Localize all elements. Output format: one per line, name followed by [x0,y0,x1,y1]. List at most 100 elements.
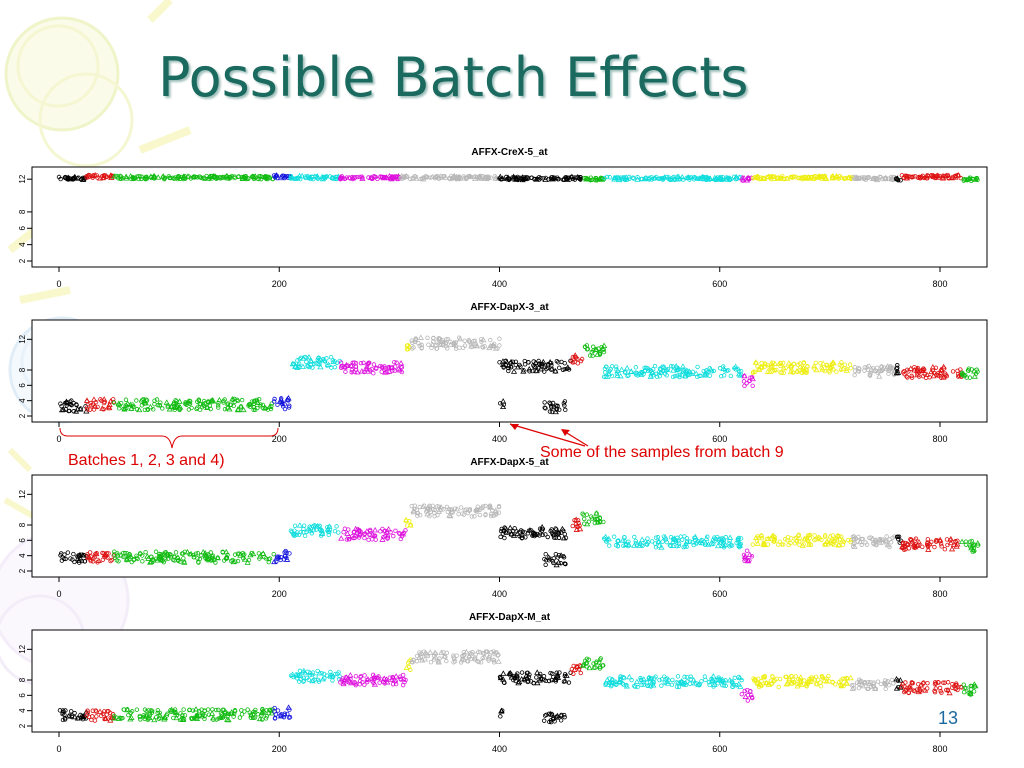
data-point [124,556,131,562]
data-point [600,663,605,668]
data-point [330,358,337,365]
data-point [304,529,309,535]
data-point [662,680,667,686]
data-point [836,534,842,539]
data-point [895,365,900,371]
data-point [358,360,364,366]
data-point [222,174,227,180]
x-tick-label: 600 [712,589,727,599]
data-point [372,533,378,538]
data-point [735,370,743,377]
data-point [225,716,232,723]
data-point [280,404,286,409]
data-point [542,369,547,374]
data-point [684,544,689,549]
data-point [152,398,157,403]
data-point [452,340,457,345]
data-point [557,407,562,412]
data-point [770,174,776,179]
data-point [418,512,423,518]
data-point [690,540,695,545]
data-point [664,539,669,545]
data-point [598,519,603,524]
data-point [510,173,517,180]
data-point [317,363,324,370]
data-point [930,372,937,379]
data-point [752,678,757,683]
data-point [487,504,494,510]
data-point [147,713,152,719]
data-point [189,716,194,722]
data-point [867,373,873,378]
data-point [274,173,279,178]
data-point [543,532,548,537]
data-point [684,536,690,541]
data-point [540,358,547,365]
data-point [281,557,287,562]
data-point [272,396,277,402]
data-point [905,375,910,380]
data-point [215,403,221,408]
data-point [241,556,248,562]
data-point [393,528,398,533]
data-point [111,715,118,721]
data-point [839,683,844,688]
data-point [751,369,756,374]
data-point [285,395,292,401]
data-point [291,532,296,537]
data-point [876,373,883,379]
data-point [417,343,422,349]
data-point [436,336,441,341]
data-point [796,676,801,682]
data-point [252,715,258,720]
x-tick-label: 400 [492,279,507,289]
data-point [541,718,547,723]
data-point [134,398,139,403]
data-point [597,176,604,182]
data-point [349,174,357,181]
data-point [555,559,562,565]
data-point [549,409,555,415]
data-point [493,650,498,655]
data-point [414,653,420,659]
data-point [526,360,531,365]
data-point [571,671,576,676]
data-point [512,675,517,680]
data-point [553,561,560,568]
data-point [770,674,775,679]
data-point [186,407,192,412]
data-point [952,174,959,180]
data-point [334,524,339,529]
data-point [63,556,68,562]
data-point [413,337,418,343]
data-point [797,542,802,547]
data-point [813,366,820,373]
data-point [136,176,141,182]
data-point [815,677,821,682]
data-point [859,536,864,542]
data-point [403,664,410,670]
data-point [390,675,395,681]
data-point [897,684,904,690]
chart-title: AFFX-DapX-M_at [469,612,551,623]
data-point [650,682,657,688]
data-point [967,375,973,380]
data-point [604,539,609,544]
data-point [569,359,574,364]
data-point [807,541,812,546]
data-point [746,551,753,557]
data-point [851,686,857,691]
data-point [556,531,562,536]
data-point [914,365,921,372]
data-point [172,554,177,560]
data-point [476,649,481,655]
data-point [930,368,935,373]
data-point [445,336,451,342]
data-point [260,709,266,714]
data-point [770,360,776,366]
data-point [506,365,511,371]
data-point [395,365,402,372]
data-point [559,525,566,532]
data-point [632,683,637,689]
data-point [92,718,98,723]
